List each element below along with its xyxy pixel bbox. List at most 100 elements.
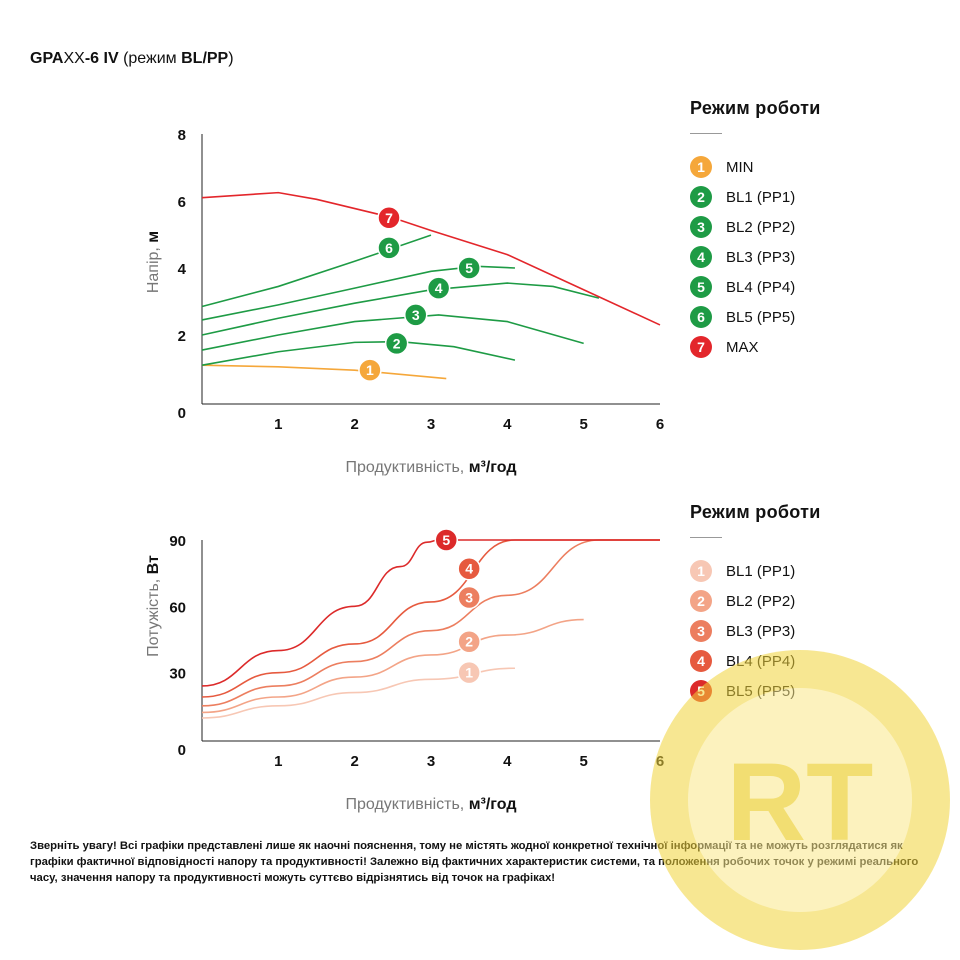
x-axis-label: Продуктивність, м³/год	[346, 459, 517, 476]
title-model: GPA	[30, 50, 64, 67]
y-tick-label: 6	[178, 194, 186, 211]
legend-label: MIN	[726, 158, 754, 176]
series-badge-7	[377, 206, 401, 230]
series-badge-label: 3	[412, 307, 420, 323]
series-badge-5	[434, 528, 459, 552]
x-tick-label: 5	[579, 416, 587, 433]
series-badge-6	[377, 236, 401, 260]
x-tick-label: 6	[656, 416, 664, 433]
x-tick-label: 3	[427, 416, 435, 433]
x-axis-label: Продуктивність, м³/год	[346, 796, 517, 813]
series-line-2	[201, 340, 516, 366]
series-badge-1	[457, 660, 481, 685]
y-tick-label: 2	[178, 328, 186, 345]
legend-label: BL3 (PP3)	[726, 248, 796, 266]
legend-badge: 2	[690, 590, 712, 612]
y-tick-label: 90	[169, 533, 186, 550]
series-line-5	[201, 539, 660, 687]
x-tick-label: 4	[503, 416, 512, 433]
legend-badge: 2	[690, 186, 712, 208]
series-badge-label: 5	[465, 260, 473, 276]
y-axis-label: Потужість, Вт	[145, 555, 162, 657]
series-badge-label: 7	[385, 210, 393, 226]
series-badge-3	[457, 585, 481, 610]
series-line-2	[201, 618, 584, 714]
series-line-3	[201, 539, 660, 707]
series-badge-label: 2	[465, 634, 473, 650]
legend-label: MAX	[726, 338, 759, 356]
series-badge-label: 4	[435, 280, 443, 296]
series-badge-label: 4	[465, 561, 473, 577]
legend-item: 7 MAX	[690, 332, 821, 362]
title-mode: BL/PP	[181, 50, 229, 67]
series-badge-label: 1	[366, 362, 374, 378]
legend-badge: 3	[690, 620, 712, 642]
series-badge-4	[457, 556, 481, 581]
legend-item: 1 MIN	[690, 152, 821, 182]
legend-badge: 1	[690, 560, 712, 582]
title-mode-pre: (режим	[118, 50, 182, 67]
legend-item: 1 BL1 (PP1)	[690, 556, 821, 586]
legend-item: 2 BL2 (PP2)	[690, 586, 821, 616]
legend-badge: 6	[690, 306, 712, 328]
series-badge-label: 1	[465, 665, 473, 681]
series-line-3	[201, 314, 584, 351]
legend-badge: 4	[690, 246, 712, 268]
legend-divider	[690, 133, 722, 134]
series-badge-label: 5	[442, 532, 450, 548]
legend-badge: 4	[690, 650, 712, 672]
svg-text:RT: RT	[727, 741, 874, 864]
title-mode-post: )	[228, 50, 234, 67]
legend-label: BL4 (PP4)	[726, 278, 796, 296]
series-badge-2	[457, 629, 481, 654]
legend-badge: 1	[690, 156, 712, 178]
x-tick-label: 2	[350, 753, 358, 770]
x-tick-label: 4	[503, 753, 512, 770]
series-line-5	[201, 265, 516, 321]
y-tick-label: 60	[169, 599, 186, 616]
legend-item: 4 BL3 (PP3)	[690, 242, 821, 272]
x-tick-label: 1	[274, 753, 282, 770]
legend-head: Режим роботи 1 MIN 2 BL1 (PP1) 3 BL2 (PP2) 4 BL3…	[690, 98, 821, 362]
title-mid: XX	[63, 50, 85, 67]
series-line-7	[201, 191, 661, 326]
legend-label: BL1 (PP1)	[726, 188, 796, 206]
series-line-1	[201, 364, 447, 380]
legend-divider	[690, 537, 722, 538]
y-tick-label: 8	[178, 127, 186, 144]
x-tick-label: 2	[350, 416, 358, 433]
series-badge-1	[358, 358, 382, 382]
legend-label: BL5 (PP5)	[726, 308, 796, 326]
legend-item: 3 BL2 (PP2)	[690, 212, 821, 242]
title-suffix: -6 IV	[84, 50, 119, 67]
legend-item: 6 BL5 (PP5)	[690, 302, 821, 332]
x-tick-label: 5	[579, 753, 587, 770]
series-badge-label: 6	[385, 240, 393, 256]
legend-item: 2 BL1 (PP1)	[690, 182, 821, 212]
legend-label: BL3 (PP3)	[726, 622, 796, 640]
legend-title: Режим роботи	[690, 98, 821, 118]
series-line-4	[201, 539, 660, 698]
legend-label: BL2 (PP2)	[726, 218, 796, 236]
legend-label: BL2 (PP2)	[726, 592, 796, 610]
y-tick-label: 0	[178, 405, 186, 422]
watermark-logo: RT	[650, 650, 950, 950]
legend-item: 5 BL4 (PP4)	[690, 272, 821, 302]
series-badge-5	[457, 256, 481, 280]
series-badge-label: 3	[465, 589, 473, 605]
chart-title: GPAXX-6 IV (режим BL/PP)	[30, 50, 234, 68]
x-tick-label: 1	[274, 416, 282, 433]
legend-badge: 5	[690, 276, 712, 298]
legend-label: BL1 (PP1)	[726, 562, 796, 580]
series-badge-2	[384, 331, 409, 356]
legend-item: 3 BL3 (PP3)	[690, 616, 821, 646]
x-tick-label: 3	[427, 753, 435, 770]
legend-badge: 3	[690, 216, 712, 238]
y-tick-label: 4	[178, 261, 187, 278]
series-badge-3	[403, 303, 428, 327]
chart-2: 1234560306090Продуктивність, м³/годПотуж…	[145, 528, 664, 813]
series-badge-4	[426, 276, 451, 300]
legend-badge: 7	[690, 336, 712, 358]
